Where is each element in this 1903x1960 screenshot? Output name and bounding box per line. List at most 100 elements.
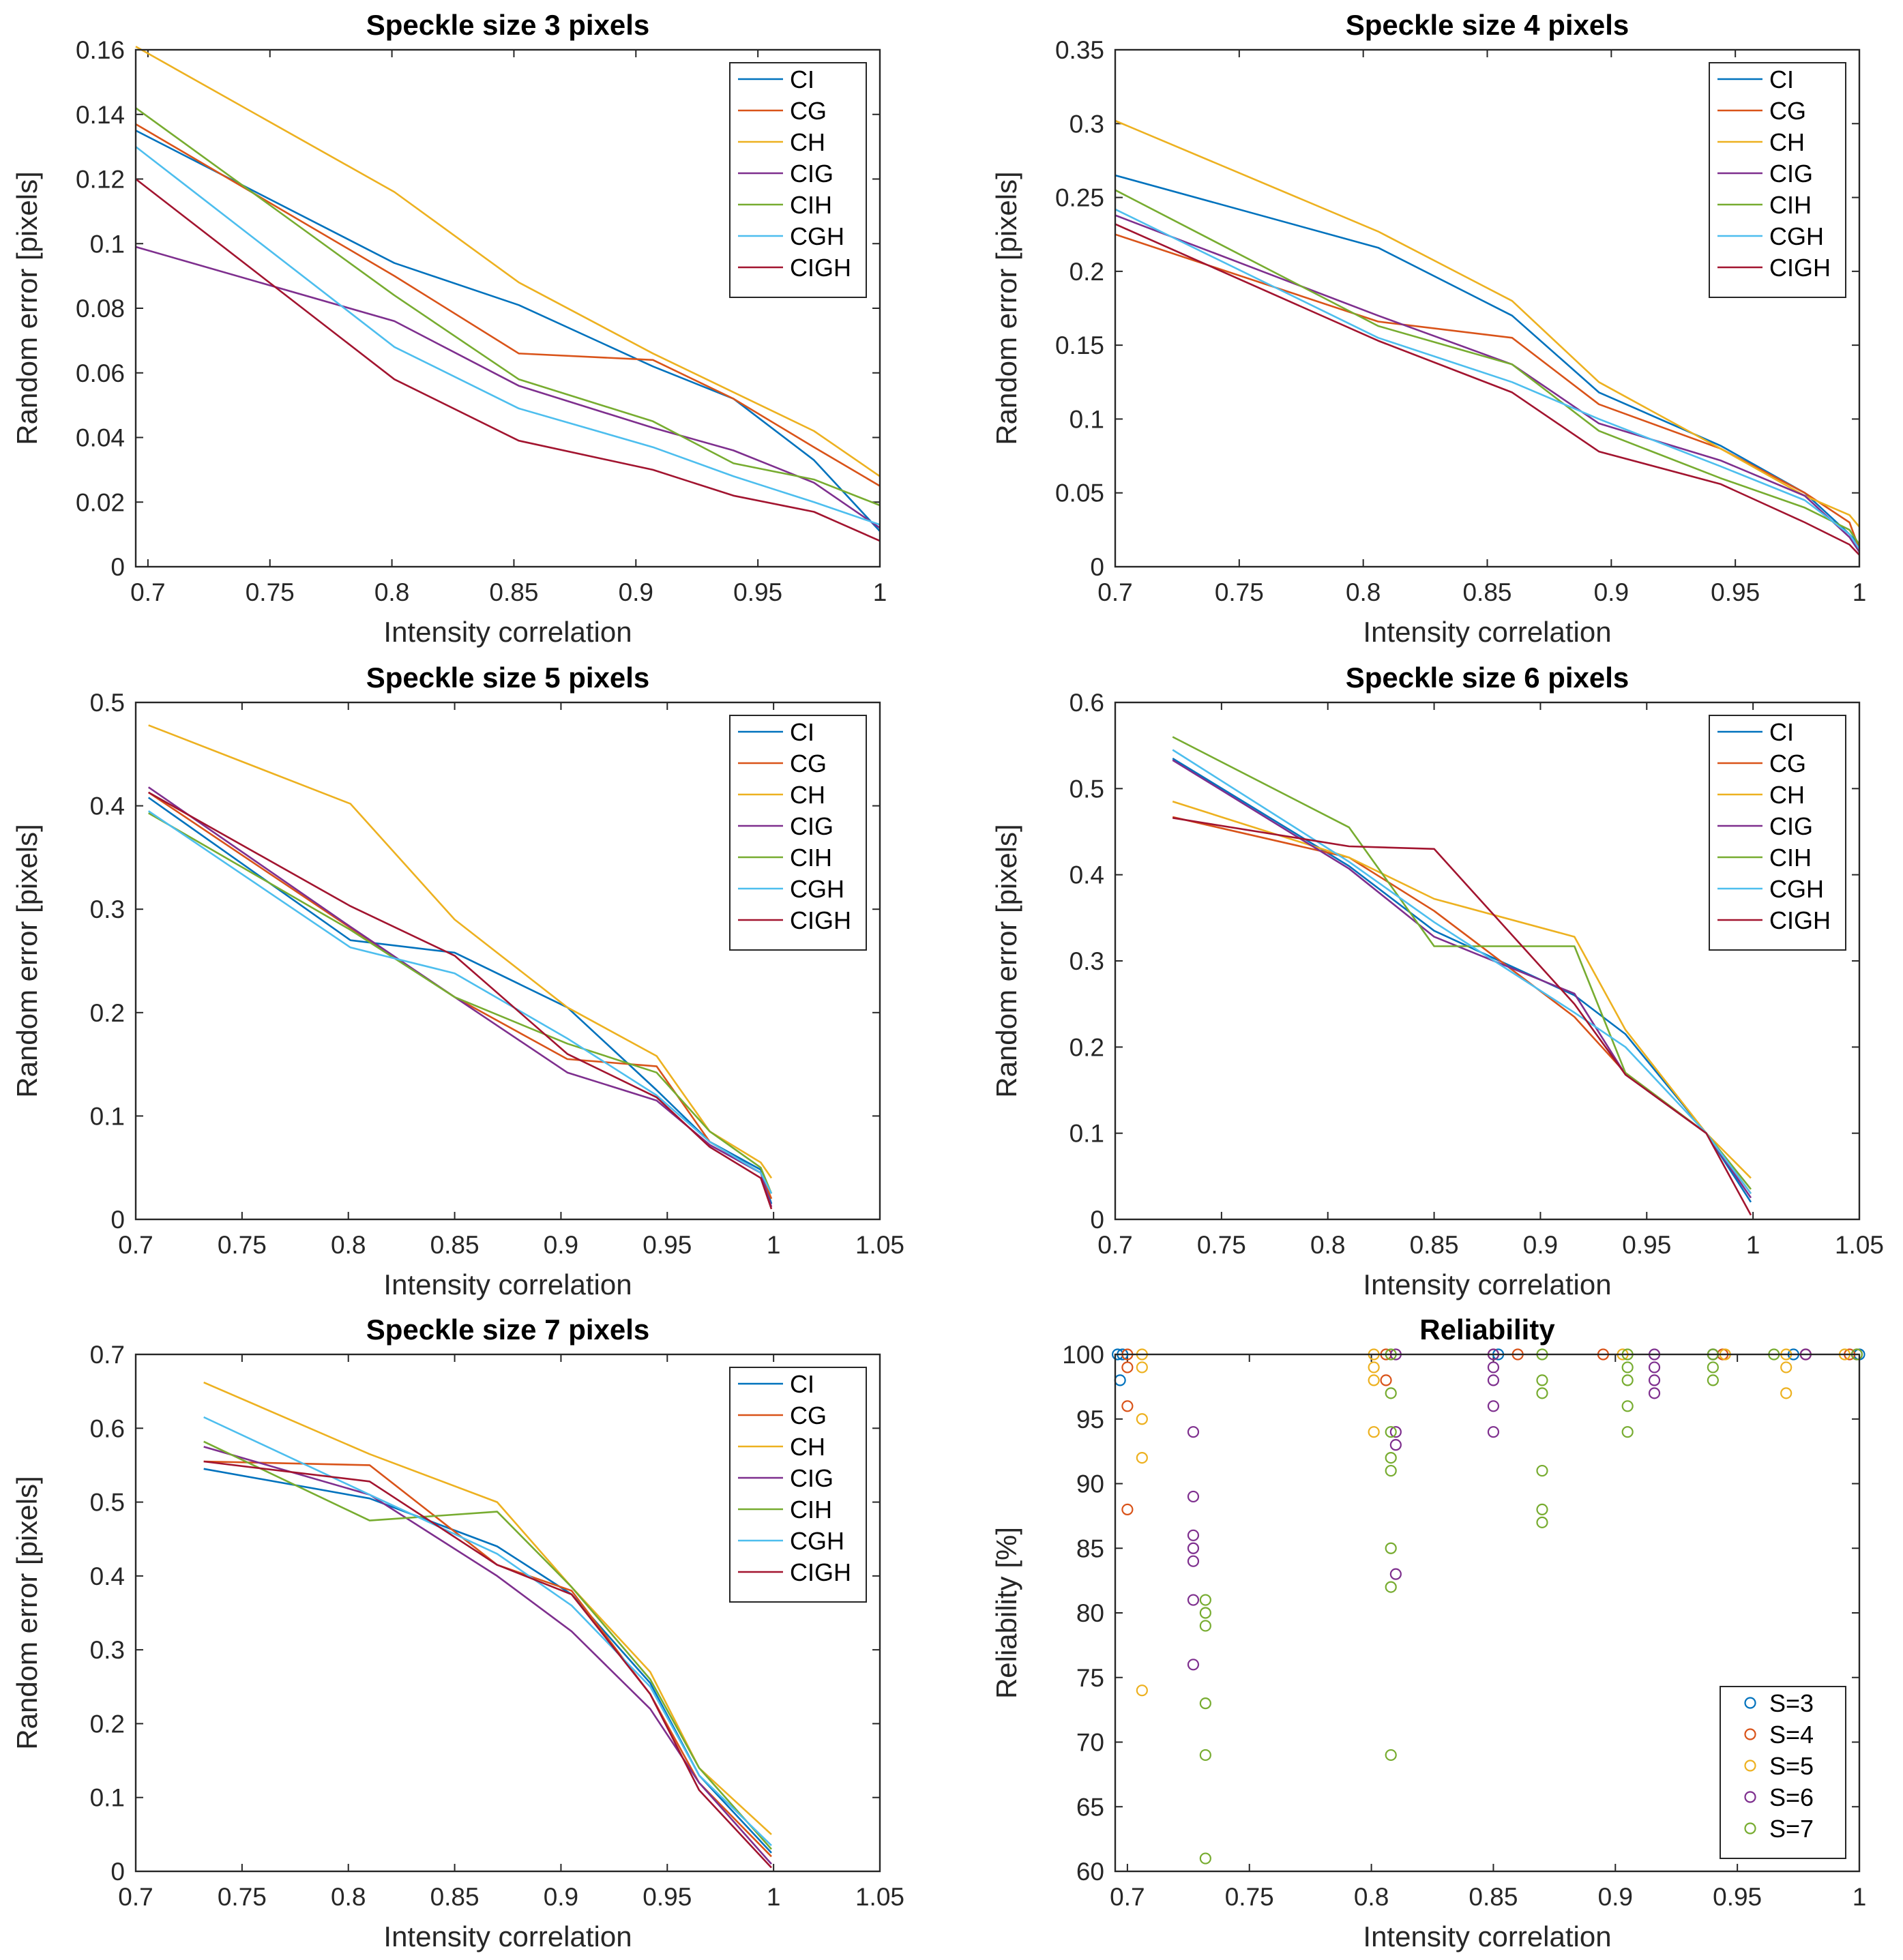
y-tick-label: 0.2 [1069,1033,1104,1061]
legend-label-S=6: S=6 [1769,1783,1814,1811]
series-line-CH [148,724,773,1179]
legend-label-CI: CI [790,1370,814,1398]
chart-p2: Speckle size 4 pixels Intensity correlati… [990,9,1866,648]
legend-label-CI: CI [790,65,814,93]
legend-label-S=4: S=4 [1769,1721,1814,1749]
x-tick-label: 0.9 [1598,1883,1633,1911]
series-line-CIGH [1115,223,1860,556]
scatter-point-S=6 [1648,1387,1661,1399]
series-line-CIGH [203,1460,772,1869]
y-axis-label: Random error [pixels] [990,171,1022,445]
y-tick-label: 0.16 [76,36,125,64]
series-line-CIH [135,107,881,507]
series-line-CIH [148,812,773,1194]
x-tick-label: 0.7 [118,1231,153,1259]
legend-box [1720,1686,1846,1859]
chart-title: Speckle size 3 pixels [366,9,650,41]
x-tick-label: 0.9 [1523,1231,1558,1259]
scatter-point-S=7 [1385,1749,1397,1762]
y-tick-label: 0.5 [90,689,125,717]
x-tick-label: 1 [767,1883,781,1911]
scatter-point-S=6 [1487,1374,1500,1386]
scatter-point-S=4 [1380,1374,1392,1386]
legend-label-CIH: CIH [1769,844,1812,872]
y-tick-label: 0.1 [90,1102,125,1130]
legend-label-CI: CI [1769,718,1794,746]
chart-p6: Reliability Intensity correlation Reliabil… [990,1313,1866,1952]
series-line-CG [135,123,881,487]
x-tick-label: 0.8 [1354,1883,1389,1911]
x-tick-label: 0.85 [1462,578,1511,606]
scatter-point-S=7 [1536,1503,1548,1515]
scatter-point-S=5 [1780,1387,1793,1399]
x-tick-label: 0.75 [1215,578,1264,606]
scatter-point-S=7 [1199,1852,1211,1865]
x-tick-label: 0.9 [619,578,653,606]
y-tick-label: 0 [110,553,125,581]
scatter-point-S=6 [1389,1426,1402,1438]
y-tick-label: 0.7 [90,1341,125,1369]
x-tick-label: 0.85 [1469,1883,1518,1911]
legend-label-CI: CI [1769,65,1794,93]
scatter-point-S=5 [1136,1452,1148,1464]
legend-label-S=3: S=3 [1769,1689,1814,1717]
y-tick-label: 0.5 [1069,775,1104,803]
x-tick-label: 0.75 [246,578,295,606]
y-tick-label: 75 [1076,1664,1104,1692]
scatter-point-S=5 [1368,1361,1380,1374]
x-tick-label: 0.95 [643,1883,692,1911]
legend-label-CG: CG [1769,749,1806,777]
legend-box [1709,62,1846,298]
chart-p5: Speckle size 7 pixels Intensity correlati… [11,1313,904,1952]
legend-label-CGH: CGH [790,1527,844,1555]
series-line-CH [135,46,881,477]
y-tick-label: 80 [1076,1599,1104,1627]
series-line-CH [1115,119,1860,528]
scatter-point-S=6 [1648,1361,1661,1374]
legend-label-CH: CH [1769,128,1805,156]
scatter-point-S=7 [1707,1374,1719,1386]
y-tick-label: 0.08 [76,295,125,323]
legend-label-CIH: CIH [790,844,832,872]
legend-marker-S=6 [1744,1791,1756,1803]
legend-label-CIGH: CIGH [1769,254,1831,282]
y-tick-label: 70 [1076,1729,1104,1757]
scatter-point-S=6 [1187,1490,1200,1503]
legend-label-CIGH: CIGH [1769,906,1831,934]
legend-marker-S=3 [1744,1697,1756,1709]
legend-marker-S=7 [1744,1822,1756,1835]
chart-p4: Speckle size 6 pixels Intensity correlati… [990,662,1884,1301]
series-line-CGH [147,810,773,1194]
axes-box [134,48,881,568]
legend: S=3 S=4 S=5 S=6 S=7 [1720,1686,1846,1859]
scatter-point-S=7 [1621,1361,1634,1374]
chart-title: Speckle size 6 pixels [1346,662,1629,694]
scatter-point-S=7 [1199,1697,1211,1710]
x-tick-label: 1 [1853,1883,1867,1911]
legend-label-CIG: CIG [1769,812,1813,840]
x-tick-label: 0.75 [218,1231,267,1259]
x-axis-label: Intensity correlation [383,1268,632,1301]
legend-label-CIGH: CIGH [790,906,851,934]
series-line-CGH [203,1416,772,1847]
scatter-point-S=6 [1648,1374,1661,1386]
legend-box [729,715,867,951]
x-tick-label: 1.05 [855,1883,904,1911]
scatter-point-S=4 [1121,1361,1134,1374]
x-axis-label: Intensity correlation [1363,1268,1611,1301]
y-tick-label: 85 [1076,1534,1104,1562]
x-tick-label: 0.8 [1346,578,1381,606]
scatter-point-S=6 [1487,1361,1500,1374]
scatter-point-S=4 [1121,1400,1134,1412]
y-tick-label: 0.1 [90,1784,125,1812]
scatter-point-S=6 [1389,1568,1402,1580]
series-line-CGH [135,146,881,526]
scatter-point-S=6 [1187,1542,1200,1554]
chart-title: Speckle size 5 pixels [366,662,650,694]
y-tick-label: 0.15 [1055,331,1104,359]
legend-label-CG: CG [790,1401,827,1429]
series-line-CGH [1115,208,1861,550]
legend-label-CGH: CGH [1769,875,1824,903]
scatter-point-S=7 [1385,1387,1397,1399]
